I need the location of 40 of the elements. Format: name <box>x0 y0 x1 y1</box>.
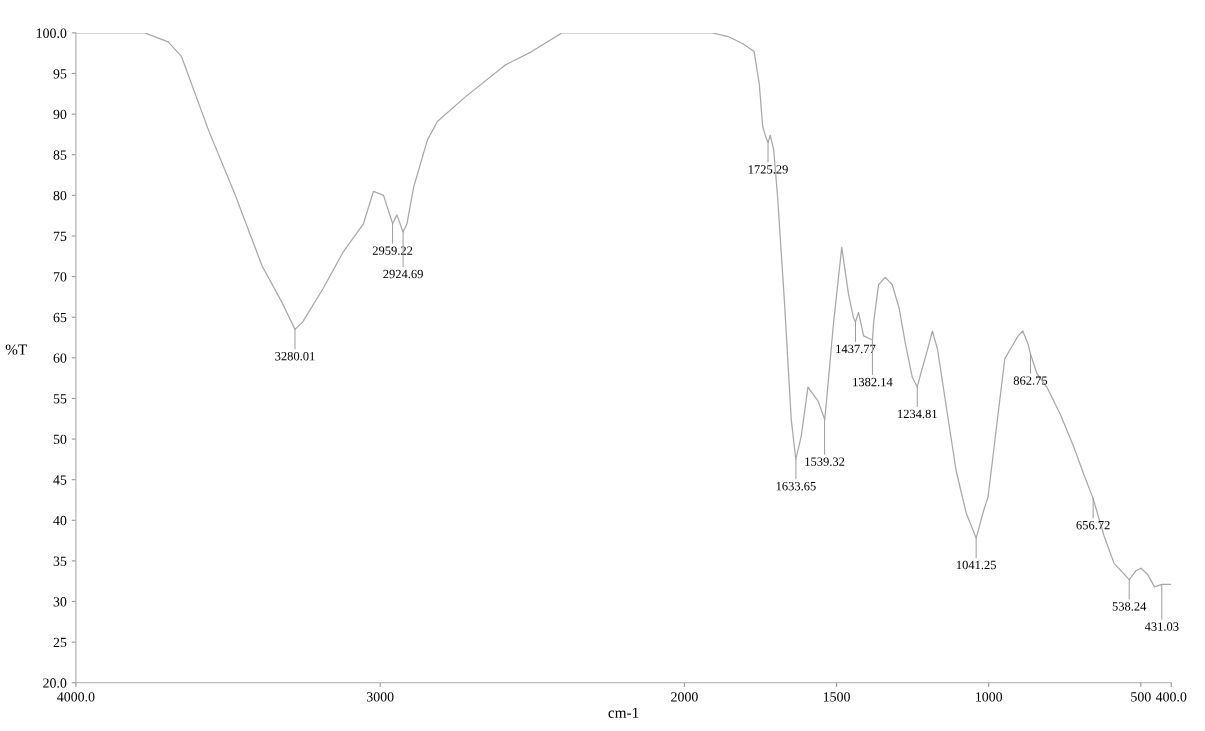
y-tick-label: 50 <box>53 434 67 445</box>
annotation: 2924.69 <box>383 269 423 279</box>
x-axis-title: cm-1 <box>608 707 639 718</box>
y-tick-label: 30 <box>53 597 67 607</box>
y-tick-label: 60 <box>53 353 67 363</box>
annotation: 1382.14 <box>853 377 893 387</box>
annotation: 538.24 <box>1112 602 1147 611</box>
annotation: 1437.77 <box>836 344 876 354</box>
y-tick-label: 45 <box>53 475 67 485</box>
annotation: 431.03 <box>1144 622 1179 631</box>
y-tick-label: 25 <box>53 637 67 648</box>
annotation: 862.75 <box>1013 376 1048 385</box>
y-tick-label: 55 <box>53 394 67 404</box>
annotation: 1234.81 <box>898 409 937 419</box>
y-tick-label: 40 <box>53 515 67 526</box>
y-tick-label: 35 <box>53 556 67 566</box>
annotation: 1041.25 <box>956 560 996 570</box>
x-tick-label: 1000 <box>976 692 1003 702</box>
x-tick-label: 1500 <box>823 692 850 702</box>
y-tick-label: 65 <box>53 312 67 323</box>
y-tick-label: 95 <box>53 69 67 79</box>
y-tick-label: 70 <box>53 272 67 282</box>
annotation: 1539.32 <box>805 457 845 466</box>
x-tick-label: 500 <box>1131 692 1151 702</box>
y-tick-label: 75 <box>53 231 67 241</box>
x-tick-label: 3000 <box>366 692 394 702</box>
y-axis-title: %T <box>5 344 27 355</box>
y-tick-label: 90 <box>53 109 67 120</box>
x-tick-label: 2000 <box>671 692 698 702</box>
y-tick-label: 100.0 <box>36 28 67 38</box>
y-tick-label: 85 <box>53 150 67 160</box>
annotation: 1725.29 <box>748 165 788 174</box>
x-tick-label: 4000.0 <box>57 692 95 702</box>
annotation: 1633.65 <box>776 481 816 491</box>
annotation: 2959.22 <box>372 246 413 255</box>
annotation: 656.72 <box>1076 520 1110 530</box>
y-tick-label: 20.0 <box>43 678 67 688</box>
annotation: 3280.01 <box>275 351 315 361</box>
y-tick-label: 80 <box>53 190 67 201</box>
x-tick-label: 400.0 <box>1155 692 1187 702</box>
